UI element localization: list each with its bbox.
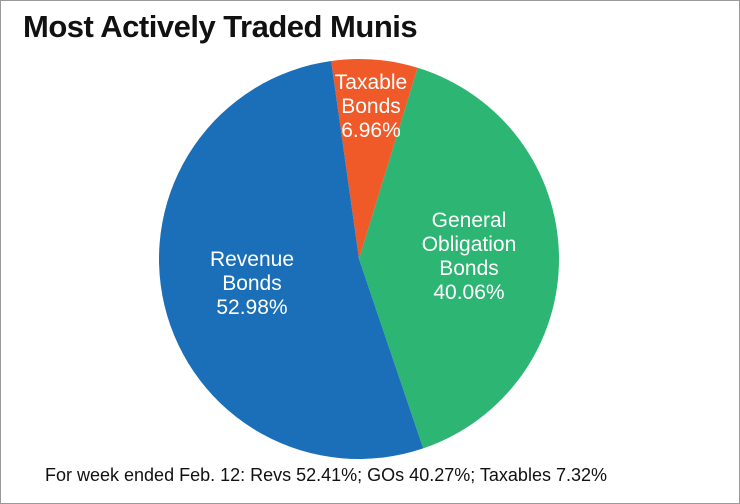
- slice-value: 6.96%: [341, 119, 401, 143]
- pie-slice: [331, 58, 418, 259]
- slice-category: Taxable Bonds: [334, 71, 408, 119]
- slice-label: General Obligation Bonds 40.06%: [422, 209, 517, 305]
- chart-title: Most Actively Traded Munis: [23, 9, 418, 44]
- slice-label: Taxable Bonds 6.96%: [335, 71, 407, 143]
- slice-value: 52.98%: [216, 296, 288, 320]
- slice-label: Revenue Bonds 52.98%: [210, 248, 294, 320]
- pie-slice: [359, 67, 559, 449]
- pie-slice: [158, 60, 424, 460]
- slice-category: General Obligation Bonds: [421, 209, 517, 281]
- footnote: For week ended Feb. 12: Revs 52.41%; GOs…: [45, 465, 607, 485]
- slice-value: 40.06%: [433, 281, 505, 305]
- slice-category: Revenue Bonds: [209, 248, 294, 296]
